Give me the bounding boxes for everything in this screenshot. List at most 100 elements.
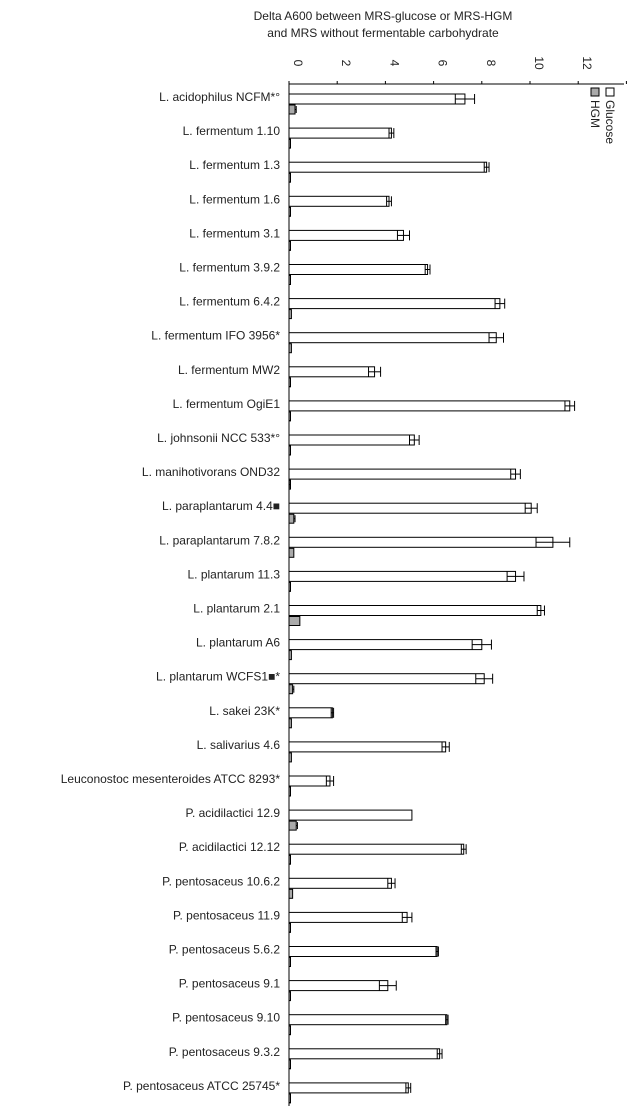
bar-glucose (288, 809, 413, 821)
x-tick-label: 2 (339, 60, 353, 67)
bar-glucose (288, 911, 408, 923)
category-label: P. pentosaceus 9.1 (179, 977, 281, 991)
category-label: P. pentosaceus 9.3.2 (169, 1045, 281, 1059)
bar-hgm (288, 1093, 291, 1104)
bar-glucose (288, 332, 497, 344)
x-tick-label: 4 (387, 60, 401, 67)
bar-hgm (288, 991, 291, 1002)
category-label: L. plantarum 2.1 (193, 602, 280, 616)
category-label: L. fermentum 1.3 (189, 158, 280, 172)
bar-glucose (288, 1082, 409, 1094)
bar-hgm (288, 309, 292, 320)
bar-hgm (288, 1025, 291, 1036)
bar-glucose (288, 195, 390, 207)
bar-hgm (288, 172, 291, 183)
legend-label-glucose: Glucose (603, 100, 617, 144)
bar-glucose (288, 673, 485, 685)
bar-glucose (288, 775, 331, 787)
bar-hgm (288, 275, 291, 285)
bar-glucose (288, 366, 376, 378)
bar-hgm (288, 888, 294, 899)
bar-glucose (288, 980, 389, 992)
bar-glucose (288, 741, 447, 753)
bar-glucose (288, 502, 532, 514)
category-label: P. pentosaceus 11.9 (173, 908, 280, 922)
bar-hgm (288, 922, 291, 933)
bar-hgm (288, 581, 291, 592)
bar-hgm (288, 445, 291, 456)
bar-hgm (288, 820, 297, 831)
x-tick-label: 12 (580, 56, 594, 70)
bar-hgm (288, 513, 295, 524)
bar-hgm (288, 854, 291, 865)
category-label: P. pentosaceus ATCC 25745* (123, 1079, 280, 1093)
bar-glucose (288, 127, 392, 139)
bar-glucose (288, 468, 517, 480)
category-label: L. fermentum 3.9.2 (179, 261, 280, 275)
chart-title-line-2: and MRS without fermentable carbohydrate (267, 26, 499, 40)
legend-label-hgm: HGM (588, 100, 602, 128)
category-label: P. pentosaceus 10.6.2 (162, 874, 280, 888)
bar-glucose (288, 877, 392, 889)
bar-hgm (288, 1059, 291, 1070)
bar-hgm (288, 752, 292, 763)
category-label: L. acidophilus NCFM*° (159, 90, 280, 104)
bar-glucose (288, 639, 483, 651)
category-label: L. sakei 23K* (209, 704, 280, 718)
x-tick-label: 8 (484, 60, 498, 67)
bar-hgm (288, 240, 291, 251)
bar-glucose (288, 1048, 441, 1060)
bar-glucose (288, 264, 429, 275)
category-label: L. manihotivorans OND32 (142, 465, 280, 479)
category-labels: L. acidophilus NCFM*° L. fermentum 1.10 L.… (61, 90, 281, 1093)
category-label: L. fermentum 3.1 (189, 226, 280, 240)
category-label: P. pentosaceus 5.6.2 (169, 943, 281, 957)
legend-swatch-glucose (605, 87, 615, 97)
x-tick-label: 6 (436, 60, 450, 67)
category-label: L. plantarum 11.3 (187, 567, 280, 581)
category-label: L. fermentum 6.4.2 (179, 295, 280, 309)
category-label: L. fermentum OgiE1 (173, 397, 281, 411)
bar-hgm (288, 786, 291, 797)
category-label: L. plantarum A6 (196, 636, 280, 650)
x-tick-label: 10 (532, 56, 546, 70)
bar-hgm (288, 377, 291, 388)
bar-glucose (288, 536, 554, 548)
bar-glucose (288, 946, 438, 957)
category-label: P. pentosaceus 9.10 (172, 1011, 280, 1025)
bar-glucose (288, 93, 466, 105)
bar-glucose (288, 1014, 448, 1026)
category-label: L. salivarius 4.6 (197, 738, 281, 752)
bar-glucose (288, 229, 404, 241)
category-label: L. paraplantarum 4.4■ (162, 499, 280, 513)
bar-glucose (288, 605, 542, 616)
bar-glucose (288, 434, 415, 446)
category-label: P. acidilactici 12.12 (179, 840, 281, 854)
bar-hgm (288, 650, 292, 661)
category-label: L. plantarum WCFS1■* (156, 670, 280, 684)
bar-hgm (288, 343, 292, 354)
category-label: L. johnsonii NCC 533*° (157, 431, 280, 445)
bar-glucose (288, 570, 517, 582)
bar-glucose (288, 161, 488, 173)
bar-glucose (288, 298, 501, 310)
bar-glucose (288, 843, 465, 855)
bar-hgm (288, 718, 292, 729)
bar-hgm (288, 957, 291, 967)
category-label: L. fermentum 1.6 (189, 192, 280, 206)
bar-glucose (288, 707, 333, 719)
bar-hgm (288, 616, 301, 626)
bar-hgm (288, 206, 291, 217)
x-tick-label: 0 (291, 60, 305, 67)
x-axis-ticks: 02468101214 (288, 56, 627, 84)
category-label: Leuconostoc mesenteroides ATCC 8293* (61, 772, 281, 786)
category-label: P. acidilactici 12.9 (186, 806, 281, 820)
bar-series (288, 93, 576, 1104)
bar-hgm (288, 547, 295, 558)
bar-hgm (288, 104, 296, 115)
bar-glucose (288, 400, 571, 412)
chart-title-line-1: Delta A600 between MRS-glucose or MRS-HG… (254, 9, 513, 23)
bar-hgm (288, 411, 291, 422)
